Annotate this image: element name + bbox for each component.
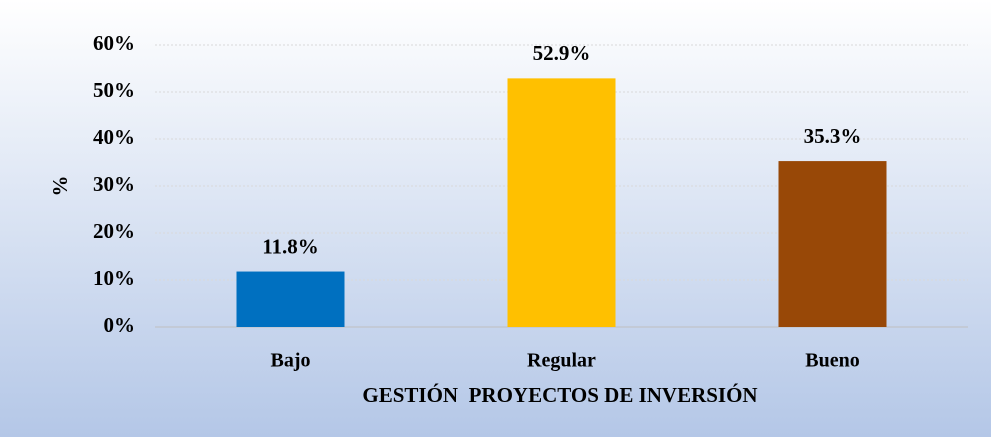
bar <box>778 161 887 327</box>
bar <box>507 78 616 328</box>
value-label: 35.3% <box>804 124 862 148</box>
value-label: 52.9% <box>533 41 591 65</box>
value-label: 11.8% <box>262 234 319 258</box>
x-tick-label: Bajo <box>271 350 311 372</box>
y-tick-label: 20% <box>93 219 135 243</box>
y-tick-label: 60% <box>93 31 135 55</box>
x-tick-label: Regular <box>527 350 596 372</box>
y-tick-label: 40% <box>93 125 135 149</box>
y-tick-label: 30% <box>93 172 135 196</box>
y-tick-label: 50% <box>93 78 135 102</box>
x-tick-label: Bueno <box>805 350 859 372</box>
y-tick-label: 10% <box>93 266 135 290</box>
y-axis-title: % <box>48 176 72 197</box>
y-tick-label: 0% <box>104 313 136 337</box>
x-axis-title: GESTIÓN PROYECTOS DE INVERSIÓN <box>362 383 757 407</box>
bar <box>236 271 345 327</box>
